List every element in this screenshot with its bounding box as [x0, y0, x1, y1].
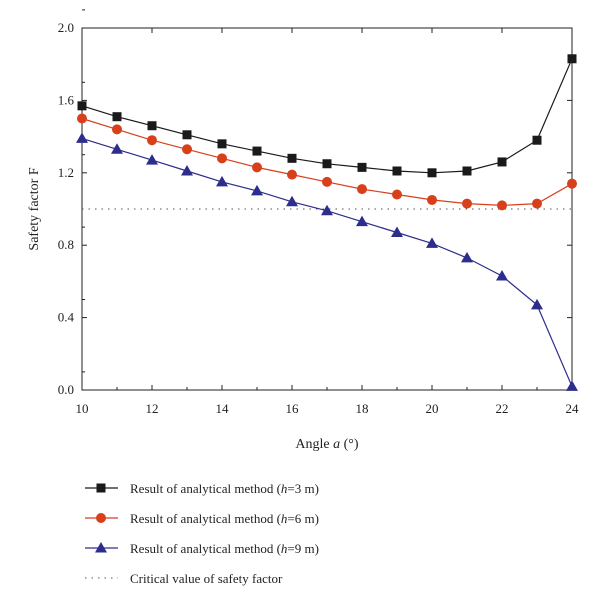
data-point	[497, 157, 507, 167]
x-tick-label: 24	[566, 401, 580, 416]
x-axis-title: Angle a (°)	[295, 437, 358, 452]
data-point	[112, 112, 122, 122]
data-point	[322, 176, 332, 187]
data-point	[531, 298, 543, 310]
data-point	[392, 189, 402, 200]
data-point	[567, 178, 577, 189]
data-point	[321, 204, 333, 216]
x-tick-label: 20	[426, 401, 439, 416]
data-point	[287, 153, 297, 163]
data-point	[427, 194, 437, 205]
data-point	[462, 166, 472, 176]
data-point	[357, 184, 367, 195]
data-point	[181, 164, 193, 176]
data-point	[391, 226, 403, 238]
data-point	[111, 143, 123, 154]
data-point	[497, 200, 507, 211]
data-point	[182, 130, 192, 140]
y-tick-label: 0.0	[58, 382, 74, 397]
x-tick-label: 16	[286, 401, 300, 416]
legend-label: Result of analytical method (h=9 m)	[130, 541, 319, 556]
y-tick-label: 1.2	[58, 165, 74, 180]
series-line	[81, 58, 573, 174]
series-3	[76, 132, 578, 391]
legend-marker	[95, 542, 107, 553]
data-point	[532, 198, 542, 209]
legend-marker	[96, 513, 106, 523]
legend: Result of analytical method (h=3 m) Resul…	[85, 481, 319, 586]
data-point	[252, 146, 262, 156]
legend-label: Result of analytical method (h=3 m)	[130, 481, 319, 496]
data-point	[567, 54, 577, 64]
legend-item-1: Result of analytical method (h=3 m)	[85, 481, 319, 496]
data-point	[77, 113, 87, 124]
x-tick-label: 12	[146, 401, 159, 416]
data-point	[496, 269, 508, 281]
series-group	[76, 54, 578, 391]
y-tick-label: 0.4	[58, 310, 75, 325]
y-tick-label: 0.8	[58, 237, 74, 252]
legend-label: Result of analytical method (h=6 m)	[130, 511, 319, 526]
legend-label: Critical value of safety factor	[130, 571, 283, 586]
x-axis: 10 12 14 16 18 20 22 24	[76, 28, 580, 416]
y-tick-label: 1.6	[58, 92, 75, 107]
data-point	[252, 162, 262, 173]
x-tick-label: 14	[216, 401, 230, 416]
data-point	[286, 195, 298, 207]
data-point	[357, 162, 367, 172]
series-1	[77, 54, 577, 178]
data-point	[566, 380, 578, 391]
series-line	[81, 137, 573, 387]
data-point	[426, 237, 438, 248]
data-point	[322, 159, 332, 169]
y-axis: 0.0 0.4 0.8 1.2 1.6 2.0	[58, 9, 572, 397]
data-point	[217, 153, 227, 164]
data-point	[216, 175, 228, 187]
legend-item-2: Result of analytical method (h=6 m)	[85, 511, 319, 526]
data-point	[251, 184, 263, 196]
data-point	[532, 135, 542, 145]
data-point	[112, 124, 122, 135]
y-axis-title: Safety factor F	[27, 167, 42, 250]
data-point	[76, 132, 88, 143]
data-point	[182, 144, 192, 155]
data-point	[287, 169, 297, 180]
data-point	[461, 251, 473, 263]
x-tick-label: 22	[496, 401, 509, 416]
legend-item-3: Result of analytical method (h=9 m)	[85, 541, 319, 556]
x-tick-label: 10	[76, 401, 89, 416]
data-point	[147, 135, 157, 146]
data-point	[147, 121, 157, 131]
legend-marker	[96, 483, 106, 493]
y-tick-label: 2.0	[58, 20, 74, 35]
data-point	[77, 101, 87, 111]
series-2	[77, 113, 577, 211]
legend-item-reference: Critical value of safety factor	[85, 571, 283, 586]
data-point	[462, 198, 472, 209]
data-point	[146, 154, 158, 165]
data-point	[392, 166, 402, 176]
x-tick-label: 18	[356, 401, 369, 416]
data-point	[427, 168, 437, 178]
data-point	[217, 139, 227, 149]
data-point	[356, 215, 368, 227]
